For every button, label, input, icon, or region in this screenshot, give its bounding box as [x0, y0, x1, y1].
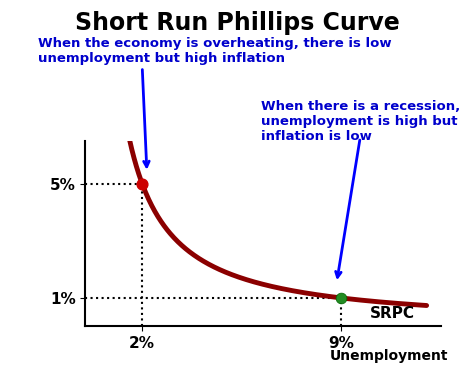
Point — [138, 181, 146, 187]
Point — [337, 295, 345, 301]
Text: Unemployment: Unemployment — [329, 349, 448, 363]
Text: When there is a recession,
unemployment is high but
inflation is low: When there is a recession, unemployment … — [261, 100, 460, 143]
Text: SRPC: SRPC — [370, 306, 415, 321]
Text: When the economy is overheating, there is low
unemployment but high inflation: When the economy is overheating, there i… — [38, 37, 392, 65]
Text: Short Run Phillips Curve: Short Run Phillips Curve — [74, 11, 400, 35]
